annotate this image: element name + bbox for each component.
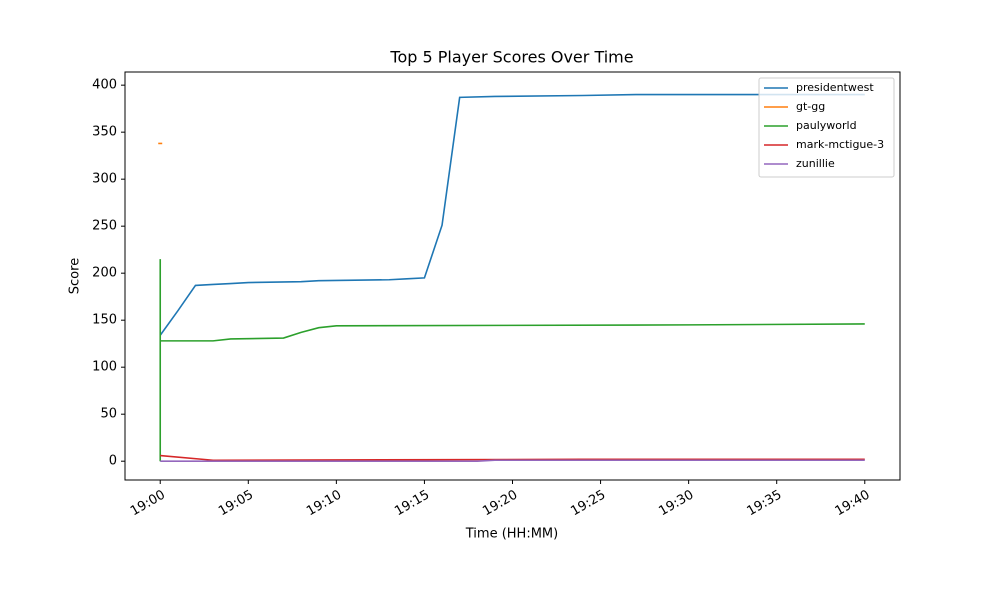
x-axis-label: Time (HH:MM) [465, 527, 558, 542]
series-line [159, 93, 865, 336]
y-tick-label: 150 [92, 313, 117, 328]
legend-label: presidentwest [796, 81, 874, 94]
legend-label: zunillie [796, 157, 835, 170]
y-tick-label: 0 [109, 454, 117, 469]
y-axis-label: Score [68, 258, 83, 294]
y-tick-label: 200 [92, 266, 117, 281]
y-tick-label: 250 [92, 219, 117, 234]
y-tick-label: 400 [92, 78, 117, 93]
series-line [160, 454, 865, 462]
y-tick-label: 300 [92, 172, 117, 187]
legend-label: gt-gg [796, 100, 825, 113]
chart-title: Top 5 Player Scores Over Time [389, 48, 633, 67]
series-line [159, 259, 865, 462]
plot-frame [124, 71, 901, 481]
legend-label: mark-mctigue-3 [796, 138, 884, 151]
y-tick-label: 350 [92, 125, 117, 140]
legend-label: paulyworld [796, 119, 857, 132]
legend-box [758, 77, 895, 178]
y-tick-label: 100 [92, 360, 117, 375]
series-line [160, 459, 865, 462]
y-tick-label: 50 [100, 407, 117, 422]
